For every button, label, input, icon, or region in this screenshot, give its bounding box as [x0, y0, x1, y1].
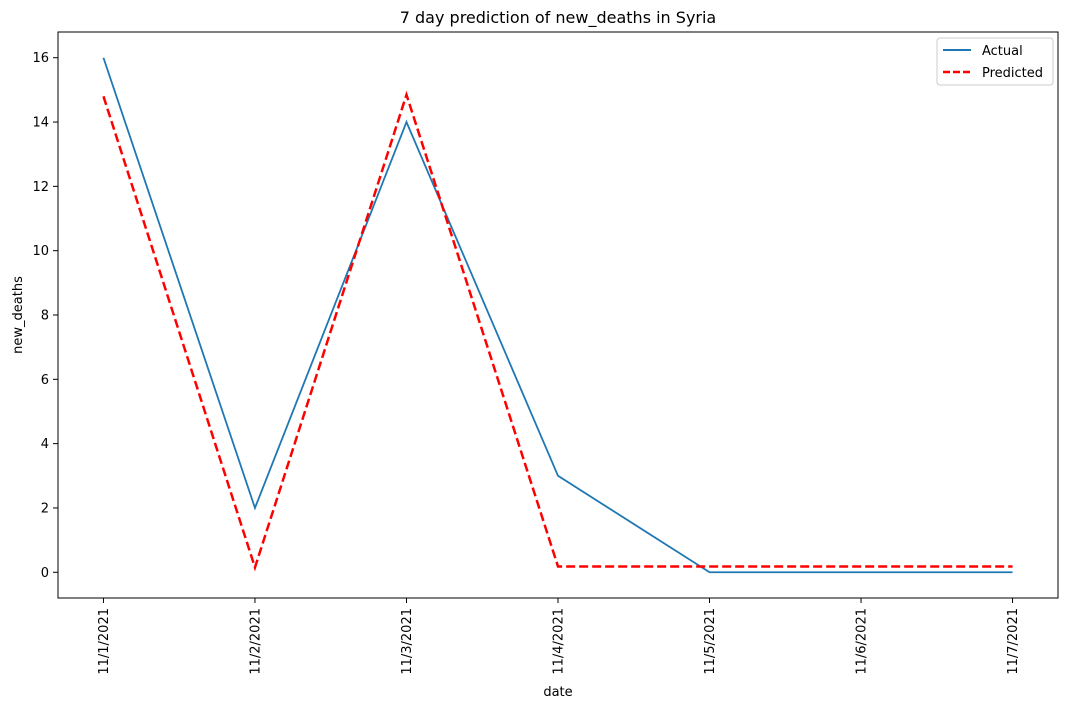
x-tick-label: 11/6/2021: [855, 608, 870, 675]
y-tick-label: 6: [41, 373, 49, 388]
legend-label-predicted: Predicted: [982, 66, 1043, 81]
y-axis-label: new_deaths: [11, 276, 26, 354]
series-line-predicted: [102, 90, 1013, 572]
x-axis-label: date: [543, 685, 572, 700]
series-layer: [102, 57, 1013, 574]
x-tick-label: 11/5/2021: [703, 608, 718, 675]
y-tick-label: 14: [32, 116, 49, 131]
chart-title: 7 day prediction of new_deaths in Syria: [400, 8, 716, 28]
y-tick-label: 10: [32, 244, 49, 259]
x-tick-label: 11/3/2021: [400, 608, 415, 675]
legend: Actual Predicted: [936, 37, 1054, 86]
y-tick-label: 2: [41, 501, 49, 516]
y-tick-label: 8: [41, 309, 49, 324]
y-tick-label: 0: [41, 566, 49, 581]
plot-area: [57, 31, 1059, 599]
x-tick-label: 11/1/2021: [97, 608, 112, 675]
legend-label-actual: Actual: [982, 44, 1023, 59]
x-tick-label: 11/4/2021: [552, 608, 567, 675]
x-tick-label: 11/7/2021: [1006, 608, 1021, 675]
series-line-actual: [102, 57, 1013, 574]
y-axis: 0 2 4 6 8 10 12 14 16: [32, 51, 58, 581]
y-tick-label: 16: [32, 51, 49, 66]
y-tick-label: 12: [32, 180, 49, 195]
x-tick-label: 11/2/2021: [248, 608, 263, 675]
y-tick-label: 4: [41, 437, 49, 452]
x-axis: 11/1/2021 11/2/2021 11/3/2021 11/4/2021 11/5…: [97, 598, 1021, 675]
